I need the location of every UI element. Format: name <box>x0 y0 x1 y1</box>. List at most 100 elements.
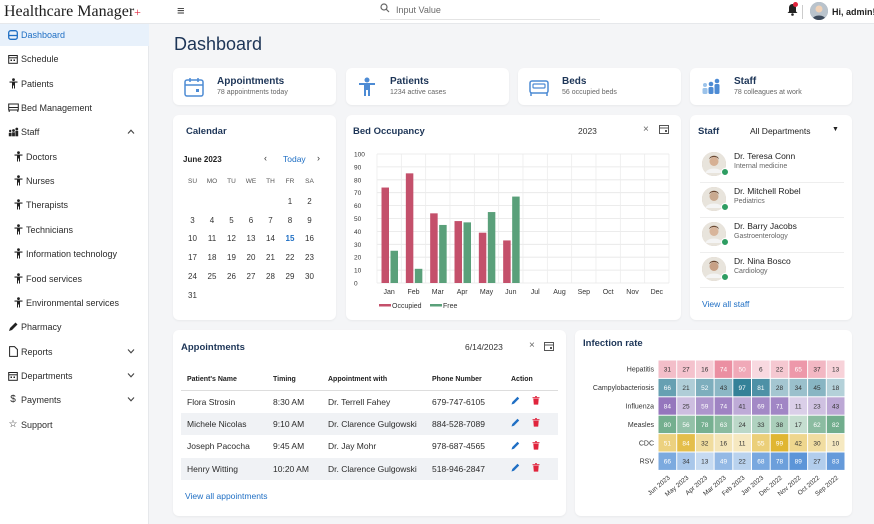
view-all-appointments-link[interactable]: View all appointments <box>185 491 268 501</box>
sidebar-item-therapists[interactable]: Therapists <box>0 194 149 216</box>
clear-icon[interactable]: × <box>529 340 535 351</box>
appointments-title: Appointments <box>181 342 245 353</box>
staff-list-item[interactable]: Dr. Mitchell Robel Pediatrics <box>700 184 844 218</box>
calendar-day[interactable]: 15 <box>285 234 295 244</box>
user-avatar[interactable] <box>810 2 828 20</box>
calendar-day[interactable]: 30 <box>305 271 314 281</box>
view-all-staff-link[interactable]: View all staff <box>702 299 750 309</box>
calendar-day[interactable]: 22 <box>285 253 295 263</box>
calendar-day[interactable]: 25 <box>207 271 217 281</box>
calendar-day[interactable]: 12 <box>227 234 236 244</box>
calendar-day[interactable]: 28 <box>266 271 275 281</box>
calendar-day[interactable]: 27 <box>246 271 256 281</box>
patients-stat-card[interactable]: Patients 1234 active cases <box>346 68 509 105</box>
y-tick-label: 70 <box>354 190 362 197</box>
year-input[interactable]: 2023 <box>578 126 597 136</box>
sidebar-item-support[interactable]: ☆ Support <box>0 414 149 436</box>
calendar-day[interactable]: 1 <box>287 197 293 206</box>
sidebar-item-bed-management[interactable]: Bed Management <box>0 97 149 119</box>
edit-icon[interactable] <box>511 464 520 474</box>
sidebar-item-reports[interactable]: Reports <box>0 341 149 363</box>
calendar-day[interactable]: 2 <box>307 197 312 206</box>
calendar-day[interactable]: 4 <box>209 215 215 225</box>
delete-icon[interactable] <box>532 418 540 429</box>
sidebar-item-staff[interactable]: Staff <box>0 121 149 143</box>
chevron-down-icon[interactable] <box>127 341 135 363</box>
staff-list-item[interactable]: Dr. Teresa Conn Internal medicine <box>700 149 844 183</box>
sidebar-item-nurses[interactable]: Nurses <box>0 170 149 192</box>
heatmap-cell <box>826 397 845 415</box>
delete-icon[interactable] <box>532 440 540 452</box>
sidebar-item-payments[interactable]: $ Payments <box>0 389 149 411</box>
search-input[interactable]: Input Value <box>380 2 600 20</box>
bell-icon[interactable] <box>787 2 798 19</box>
person-icon <box>12 268 24 293</box>
heatmap-value: 59 <box>701 404 709 411</box>
delete-icon[interactable] <box>532 396 540 407</box>
edit-icon[interactable] <box>511 396 520 407</box>
date-input[interactable]: 6/14/2023 <box>465 342 503 352</box>
x-tick-label: Jan <box>384 289 395 296</box>
calendar-day[interactable]: 17 <box>188 253 197 263</box>
appointments-stat-card[interactable]: Appointments 78 appointments today <box>173 68 336 105</box>
staff-list-item[interactable]: Dr. Barry Jacobs Gastroenterology <box>700 219 844 253</box>
calendar-day[interactable]: 7 <box>268 215 273 225</box>
stat-subtitle: 1234 active cases <box>390 89 447 96</box>
sidebar-item-technicians[interactable]: Technicians <box>0 219 149 241</box>
delete-icon[interactable] <box>532 463 540 474</box>
calendar-day[interactable]: 23 <box>305 253 314 263</box>
calendar-day[interactable]: 8 <box>287 215 293 225</box>
department-filter[interactable]: All Departments <box>750 126 811 136</box>
calendar-day[interactable]: 26 <box>227 271 236 281</box>
calendar-day[interactable]: 21 <box>266 253 275 263</box>
x-tick-label: May <box>480 289 494 296</box>
calendar-day[interactable]: 31 <box>188 290 197 300</box>
calendar-day[interactable]: 9 <box>307 215 312 225</box>
edit-icon[interactable] <box>511 419 520 429</box>
staff-name: Dr. Nina Bosco <box>734 256 791 266</box>
sidebar-item-food-services[interactable]: Food services <box>0 268 149 290</box>
beds-stat-card[interactable]: Beds 56 occupied beds <box>518 68 681 105</box>
prev-month-icon[interactable]: ‹ <box>264 153 267 163</box>
calendar-day[interactable]: 24 <box>188 271 197 281</box>
chevron-down-icon[interactable] <box>127 389 135 411</box>
next-month-icon[interactable]: › <box>317 153 320 163</box>
today-button[interactable]: Today <box>283 154 306 164</box>
calendar-icon[interactable] <box>659 124 669 136</box>
staff-stat-card[interactable]: Staff 78 colleagues at work <box>690 68 852 105</box>
calendar-day[interactable]: 3 <box>190 215 195 225</box>
dropdown-icon[interactable]: ▼ <box>832 126 839 133</box>
calendar-icon[interactable] <box>544 341 554 353</box>
heatmap-cell <box>808 452 826 470</box>
sidebar-item-doctors[interactable]: Doctors <box>0 146 149 168</box>
edit-icon[interactable] <box>511 441 520 452</box>
calendar-day[interactable]: 10 <box>188 234 197 244</box>
calendar-day[interactable]: 20 <box>246 253 256 263</box>
sidebar-item-label: Departments <box>21 370 73 381</box>
sidebar-item-label: Patients <box>21 78 54 89</box>
staff-list-item[interactable]: Dr. Nina Bosco Cardiology <box>700 254 844 288</box>
heatmap-cell <box>789 397 808 415</box>
sidebar-item-environmental-services[interactable]: Environmental services <box>0 292 149 314</box>
sidebar-item-schedule[interactable]: Schedule <box>0 48 149 70</box>
calendar-day[interactable]: 6 <box>248 215 254 225</box>
sidebar-item-dashboard[interactable]: Dashboard <box>0 24 149 46</box>
sidebar-item-information-technology[interactable]: Information technology <box>0 243 149 265</box>
sidebar-item-departments[interactable]: Departments <box>0 365 149 387</box>
chevron-up-icon[interactable] <box>127 121 135 143</box>
menu-toggle-icon[interactable]: ≡ <box>177 3 185 18</box>
user-greeting[interactable]: Hi, admin! <box>832 7 874 17</box>
calendar-day[interactable]: 16 <box>305 234 314 244</box>
sidebar-item-patients[interactable]: Patients <box>0 73 149 95</box>
calendar-day[interactable]: 13 <box>246 234 256 244</box>
clear-icon[interactable]: × <box>643 124 649 135</box>
calendar-day[interactable]: 18 <box>207 253 217 263</box>
calendar-day[interactable]: 29 <box>285 271 295 281</box>
chevron-down-icon[interactable] <box>127 365 135 387</box>
sidebar-item-pharmacy[interactable]: Pharmacy <box>0 316 149 338</box>
calendar-day[interactable]: 5 <box>229 215 234 225</box>
calendar-day[interactable]: 14 <box>266 234 275 244</box>
app-logo[interactable]: Healthcare Manager+ <box>4 3 141 20</box>
calendar-day[interactable]: 19 <box>227 253 236 263</box>
calendar-day[interactable]: 11 <box>207 234 217 244</box>
